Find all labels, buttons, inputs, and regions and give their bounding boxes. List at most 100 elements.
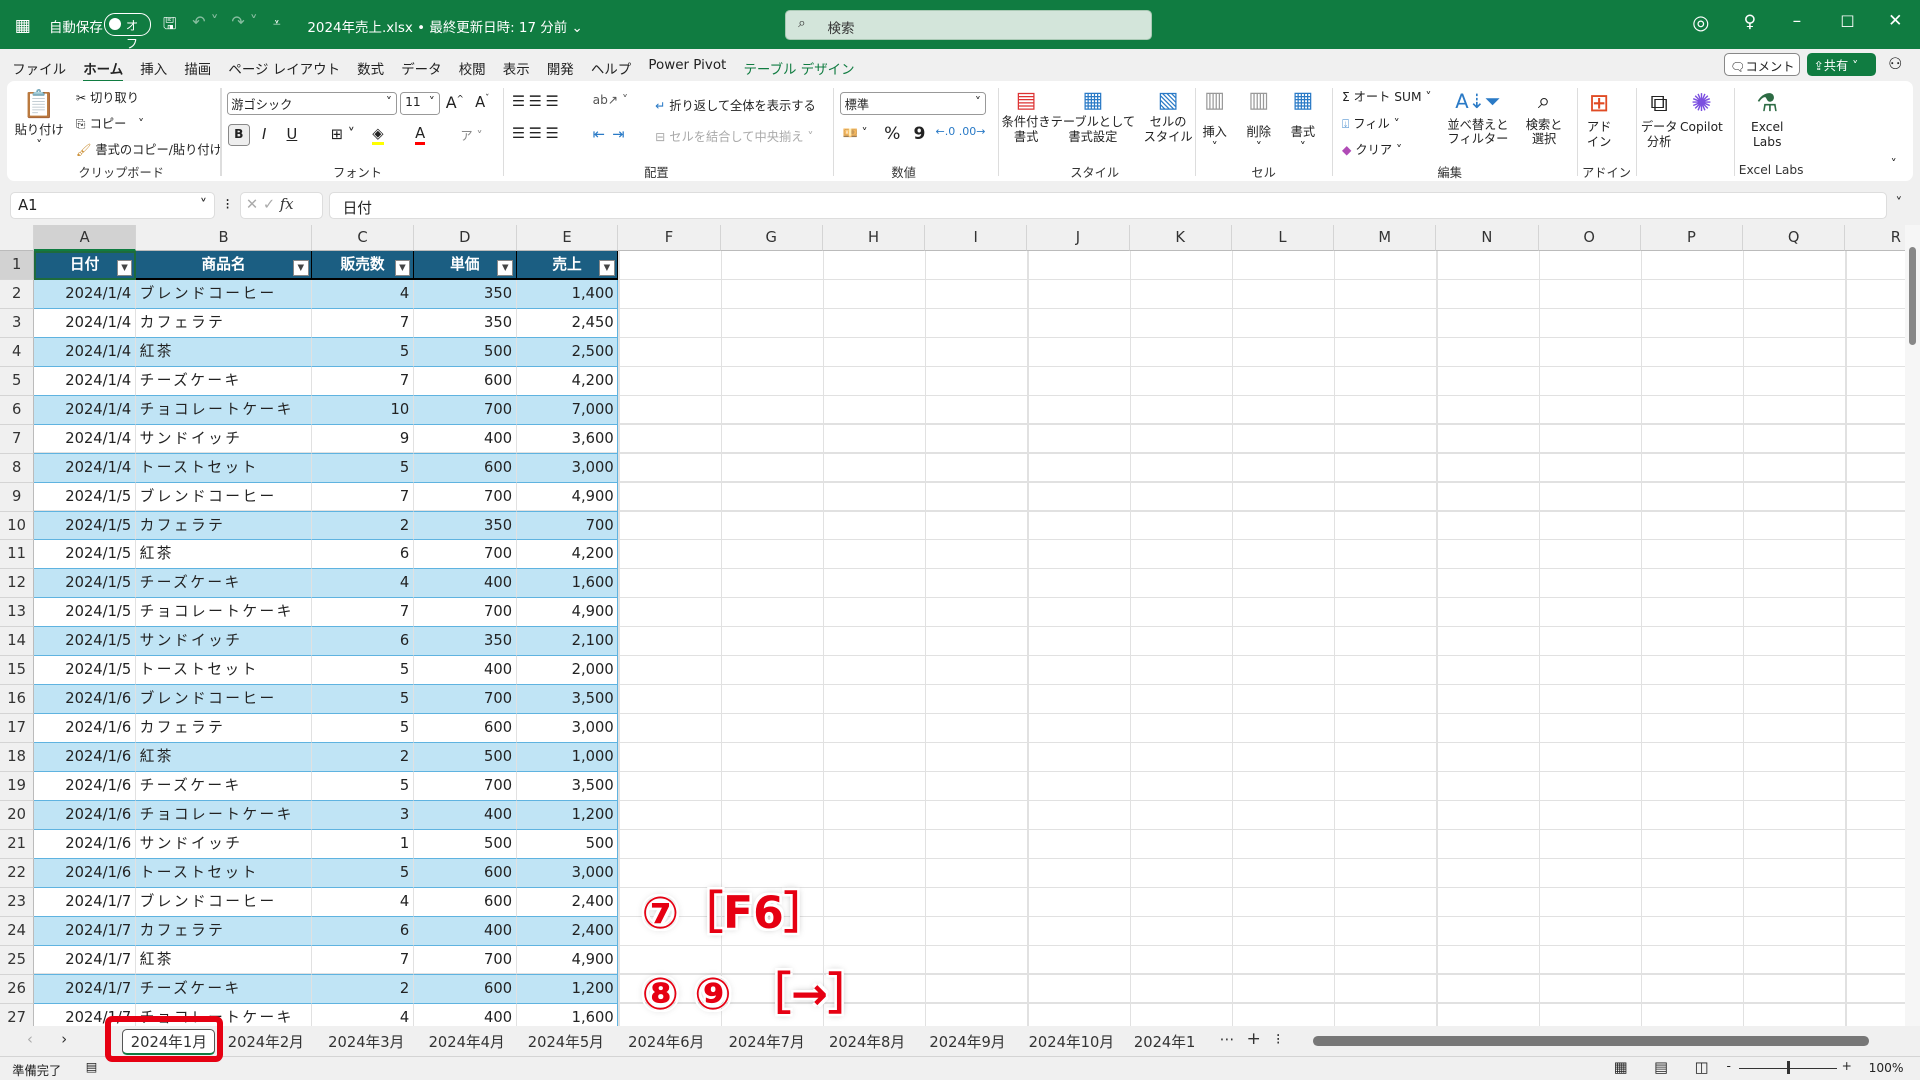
table-cell[interactable]: 6 <box>312 916 414 946</box>
table-cell[interactable]: 3,500 <box>516 685 619 715</box>
row-header-6[interactable]: 6 <box>0 395 35 425</box>
column-header-L[interactable]: L <box>1231 225 1335 251</box>
table-cell[interactable]: 2 <box>312 511 414 541</box>
table-cell[interactable]: 500 <box>413 829 517 859</box>
column-header-R[interactable]: R <box>1845 225 1906 251</box>
row-header-13[interactable]: 13 <box>0 598 35 628</box>
table-cell[interactable]: 2024/1/5 <box>34 598 136 628</box>
name-box[interactable]: A1 ˅ <box>9 192 216 220</box>
column-header-N[interactable]: N <box>1436 225 1539 251</box>
column-header-I[interactable]: I <box>925 225 1028 251</box>
table-cell[interactable]: 4,900 <box>516 945 619 975</box>
filter-dropdown-icon[interactable]: ▼ <box>394 259 411 276</box>
ribbon-tab-3[interactable]: 描画 <box>184 62 212 78</box>
table-cell[interactable]: 700 <box>516 511 619 541</box>
sheet-tab[interactable]: 2024年5月 <box>527 1034 604 1051</box>
data-analysis-button[interactable]: ⧉ データ 分析 <box>1640 87 1678 149</box>
table-cell[interactable]: 1,000 <box>516 743 619 773</box>
row-header-20[interactable]: 20 <box>0 801 35 830</box>
column-header-G[interactable]: G <box>720 225 823 251</box>
column-header-A[interactable]: A <box>34 225 136 251</box>
column-header-D[interactable]: D <box>413 225 517 251</box>
table-cell[interactable]: 1,600 <box>516 569 619 599</box>
bold-button[interactable]: B <box>227 123 250 146</box>
table-cell[interactable]: 2024/1/7 <box>34 945 136 975</box>
comma-button[interactable]: 9 <box>913 123 926 144</box>
column-header-O[interactable]: O <box>1538 225 1641 251</box>
table-cell[interactable]: 700 <box>413 395 517 425</box>
table-cell[interactable]: 600 <box>413 366 517 396</box>
column-header-K[interactable]: K <box>1129 225 1232 251</box>
table-cell[interactable]: チーズケーキ <box>135 366 313 396</box>
table-cell[interactable]: 2024/1/5 <box>34 627 136 657</box>
prev-sheet-icon[interactable]: ‹ <box>26 1031 33 1048</box>
row-header-25[interactable]: 25 <box>0 945 35 975</box>
row-header-2[interactable]: 2 <box>0 279 35 309</box>
row-header-19[interactable]: 19 <box>0 772 35 801</box>
clear-button[interactable]: ◆ クリア ˅ <box>1342 142 1403 157</box>
table-cell[interactable]: 700 <box>413 598 517 628</box>
table-cell[interactable]: 1,200 <box>516 974 619 1004</box>
filter-dropdown-icon[interactable]: ▼ <box>497 259 514 276</box>
table-cell[interactable]: 2024/1/6 <box>34 829 136 859</box>
row-header-4[interactable]: 4 <box>0 337 35 367</box>
ribbon-tab-12[interactable]: テーブル デザイン <box>743 62 855 78</box>
column-header-E[interactable]: E <box>516 225 619 251</box>
row-header-26[interactable]: 26 <box>0 974 35 1004</box>
fill-button[interactable]: ⍗ フィル ˅ <box>1342 116 1400 131</box>
table-cell[interactable]: 2024/1/4 <box>34 308 136 338</box>
table-cell[interactable]: ブレンドコーヒー <box>135 482 313 512</box>
table-cell[interactable]: 1 <box>312 829 414 859</box>
table-cell[interactable]: 2024/1/7 <box>34 916 136 946</box>
wrap-text-button[interactable]: ↵ 折り返して全体を表示する <box>655 98 816 113</box>
table-cell[interactable]: 2024/1/5 <box>34 569 136 599</box>
orientation-icon[interactable]: ab↗ ˅ <box>592 93 629 108</box>
table-cell[interactable]: 4,200 <box>516 366 619 396</box>
ribbon-collapse-icon[interactable]: ˅ <box>1890 156 1897 171</box>
enter-icon[interactable]: ✓ <box>262 195 276 213</box>
sheet-options-icon[interactable]: ⁝ <box>1275 1031 1281 1048</box>
table-cell[interactable]: 5 <box>312 656 414 686</box>
undo-icon[interactable]: ↶ ˅ <box>192 12 219 32</box>
page-break-view-icon[interactable]: ◫ <box>1694 1058 1709 1076</box>
filter-dropdown-icon[interactable]: ▼ <box>116 259 133 276</box>
table-cell[interactable]: チョコレートケーキ <box>135 801 313 830</box>
table-cell[interactable]: 3 <box>312 801 414 830</box>
table-cell[interactable]: 500 <box>516 829 619 859</box>
row-header-11[interactable]: 11 <box>0 540 35 570</box>
row-header-21[interactable]: 21 <box>0 829 35 859</box>
table-cell[interactable]: 500 <box>413 743 517 773</box>
vertical-scrollbar[interactable] <box>1905 225 1920 1027</box>
ribbon-tab-6[interactable]: データ <box>401 62 442 78</box>
filter-dropdown-icon[interactable]: ▼ <box>292 259 309 276</box>
table-cell[interactable]: 9 <box>312 424 414 454</box>
format-painter-button[interactable]: 🖌 書式のコピー/貼り付け <box>75 142 222 157</box>
table-cell[interactable]: 2 <box>312 974 414 1004</box>
paste-button[interactable]: 📋 貼り付け ˅ <box>14 89 64 153</box>
table-cell[interactable]: 2,100 <box>516 627 619 657</box>
font-color-icon[interactable]: A <box>415 125 426 145</box>
sheet-tab[interactable]: 2024年3月 <box>328 1034 405 1051</box>
cancel-icon[interactable]: ✕ <box>245 195 259 213</box>
delete-cells-button[interactable]: ▥ 削除 ˅ <box>1246 88 1271 155</box>
table-cell[interactable]: 350 <box>413 279 517 309</box>
sheet-tab[interactable]: 2024年6月 <box>628 1034 705 1051</box>
ribbon-tab-5[interactable]: 数式 <box>357 62 385 78</box>
table-cell[interactable]: サンドイッチ <box>135 627 313 657</box>
table-cell[interactable]: チーズケーキ <box>135 974 313 1004</box>
select-all-corner[interactable] <box>0 225 35 251</box>
table-cell[interactable]: チーズケーキ <box>135 772 313 801</box>
column-header-J[interactable]: J <box>1027 225 1130 251</box>
table-cell[interactable]: 700 <box>413 685 517 715</box>
table-cell[interactable]: 2024/1/4 <box>34 453 136 483</box>
sheet-tab[interactable]: 2024年1月 <box>122 1028 216 1055</box>
row-header-22[interactable]: 22 <box>0 858 35 888</box>
cut-button[interactable]: ✂ 切り取り <box>75 91 140 106</box>
table-cell[interactable]: 2024/1/7 <box>34 974 136 1004</box>
row-header-14[interactable]: 14 <box>0 627 35 657</box>
sheet-tab[interactable]: 2024年2月 <box>227 1034 304 1051</box>
accessibility-icon[interactable]: ▤ <box>85 1060 98 1075</box>
coauthor-icon[interactable]: ⚇ <box>1888 53 1903 73</box>
autosave-toggle[interactable]: オフ <box>104 13 151 51</box>
sheet-tab[interactable]: 2024年10月 <box>1028 1034 1115 1051</box>
